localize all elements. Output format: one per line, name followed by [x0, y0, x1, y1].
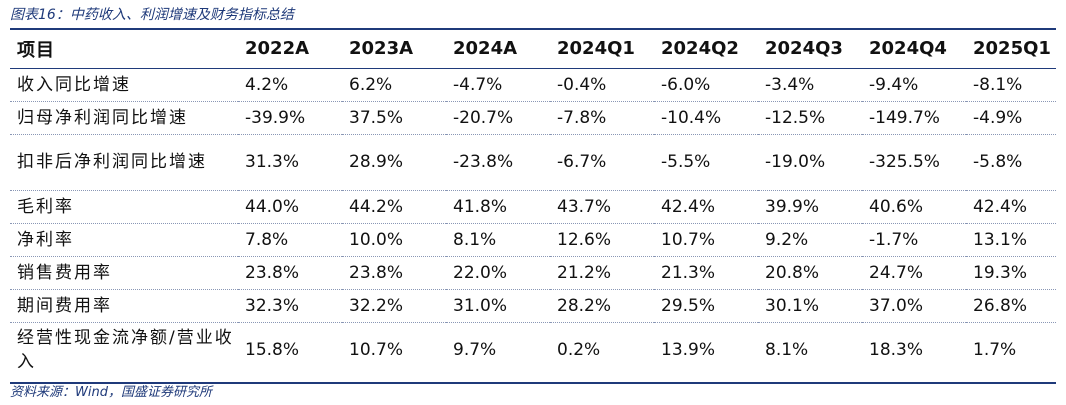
table-cell: -6.0% — [654, 68, 758, 102]
header-corner: 项目 — [10, 30, 238, 69]
source-note: 资料来源：Wind，国盛证券研究所 — [10, 385, 212, 400]
table-cell: 31.3% — [238, 134, 342, 191]
table-cell: 13.1% — [966, 223, 1056, 257]
table-cell: 31.0% — [446, 289, 550, 323]
table-cell: -149.7% — [862, 101, 966, 135]
table-cell: -8.1% — [966, 68, 1056, 102]
table-cell: 6.2% — [342, 68, 446, 102]
table-row: 经营性现金流净额/营业收入 15.8% 10.7% 9.7% 0.2% 13.9… — [10, 322, 1056, 378]
table-cell: 22.0% — [446, 256, 550, 290]
column-header: 2024Q3 — [758, 30, 862, 69]
table-cell: 43.7% — [550, 190, 654, 224]
table-row: 销售费用率 23.8% 23.8% 22.0% 21.2% 21.3% 20.8… — [10, 256, 1056, 290]
table-cell: -6.7% — [550, 134, 654, 191]
table-cell: 9.2% — [758, 223, 862, 257]
figure-title: 图表16：中药收入、利润增速及财务指标总结 — [10, 7, 294, 23]
table-cell: 10.7% — [654, 223, 758, 257]
row-label: 销售费用率 — [10, 256, 238, 290]
table-cell: 13.9% — [661, 340, 716, 361]
top-rule — [10, 28, 1056, 30]
column-header: 2024Q2 — [654, 30, 758, 69]
table-cell: 29.5% — [654, 289, 758, 323]
table-cell: 28.9% — [342, 134, 446, 191]
table-cell: 41.8% — [446, 190, 550, 224]
table-cell: 1.7% — [973, 340, 1017, 361]
column-header: 2022A — [238, 30, 342, 69]
table-cell: 40.6% — [862, 190, 966, 224]
table-cell: 44.0% — [238, 190, 342, 224]
table-row: 净利率 7.8% 10.0% 8.1% 12.6% 10.7% 9.2% -1.… — [10, 223, 1056, 257]
table-cell: 10.0% — [342, 223, 446, 257]
column-header: 2024Q1 — [550, 30, 654, 69]
row-label: 收入同比增速 — [10, 68, 238, 102]
table-cell: -39.9% — [238, 101, 342, 135]
table-row: 收入同比增速 4.2% 6.2% -4.7% -0.4% -6.0% -3.4%… — [10, 68, 1056, 102]
table-cell: 37.0% — [862, 289, 966, 323]
table-cell: -9.4% — [862, 68, 966, 102]
table-cell: 23.8% — [238, 256, 342, 290]
table-cell: -7.8% — [550, 101, 654, 135]
table-cell: -3.4% — [758, 68, 862, 102]
bottom-rule — [10, 382, 1056, 384]
table-row: 扣非后净利润同比增速 31.3% 28.9% -23.8% -6.7% -5.5… — [10, 134, 1056, 191]
table-cell: -4.9% — [966, 101, 1056, 135]
column-header: 2023A — [342, 30, 446, 69]
table-cell: 15.8% — [245, 340, 300, 361]
table-cell: 44.2% — [342, 190, 446, 224]
table-cell: -19.0% — [758, 134, 862, 191]
table-cell: 37.5% — [342, 101, 446, 135]
table-row: 期间费用率 32.3% 32.2% 31.0% 28.2% 29.5% 30.1… — [10, 289, 1056, 323]
header-row: 项目 2022A 2023A 2024A 2024Q1 2024Q2 2024Q… — [10, 30, 1056, 69]
table-cell: -20.7% — [446, 101, 550, 135]
table-cell: 32.3% — [238, 289, 342, 323]
table-cell: 28.2% — [550, 289, 654, 323]
column-header: 2025Q1 — [966, 30, 1056, 69]
column-header: 2024A — [446, 30, 550, 69]
table-cell: 42.4% — [654, 190, 758, 224]
row-label: 毛利率 — [10, 190, 238, 224]
row-label: 归母净利润同比增速 — [10, 101, 238, 135]
table-cell: 19.3% — [966, 256, 1056, 290]
table-cell: 18.3% — [869, 340, 924, 361]
table-cell: 12.6% — [550, 223, 654, 257]
row-label: 净利率 — [10, 223, 238, 257]
table-cell: -5.5% — [654, 134, 758, 191]
row-label: 扣非后净利润同比增速 — [10, 134, 238, 191]
table-cell: 10.7% — [349, 340, 404, 361]
table-cell: 8.1% — [446, 223, 550, 257]
table-cell: 21.3% — [654, 256, 758, 290]
table-cell: 8.1% — [765, 340, 809, 361]
table-row: 毛利率 44.0% 44.2% 41.8% 43.7% 42.4% 39.9% … — [10, 190, 1056, 224]
table-cell: -325.5% — [862, 134, 966, 191]
financial-summary-table: 项目 2022A 2023A 2024A 2024Q1 2024Q2 2024Q… — [10, 30, 1056, 378]
table-cell: -5.8% — [966, 134, 1056, 191]
table-cell: 9.7% — [453, 340, 497, 361]
table-cell: 4.2% — [238, 68, 342, 102]
table-cell: -1.7% — [862, 223, 966, 257]
table-cell: 24.7% — [862, 256, 966, 290]
table-cell: 26.8% — [966, 289, 1056, 323]
table-row: 归母净利润同比增速 -39.9% 37.5% -20.7% -7.8% -10.… — [10, 101, 1056, 135]
table-cell: 21.2% — [550, 256, 654, 290]
table-cell: 42.4% — [966, 190, 1056, 224]
table-cell: -23.8% — [446, 134, 550, 191]
row-label: 经营性现金流净额/营业收入 — [17, 328, 234, 373]
table-cell: 32.2% — [342, 289, 446, 323]
table-cell: 0.2% — [557, 340, 601, 361]
table-cell: -0.4% — [550, 68, 654, 102]
table-cell: -4.7% — [446, 68, 550, 102]
table-cell: 39.9% — [758, 190, 862, 224]
table-cell: 23.8% — [342, 256, 446, 290]
row-label: 期间费用率 — [10, 289, 238, 323]
table-cell: 7.8% — [238, 223, 342, 257]
column-header: 2024Q4 — [862, 30, 966, 69]
table-cell: 30.1% — [758, 289, 862, 323]
table-cell: -12.5% — [758, 101, 862, 135]
table-cell: -10.4% — [654, 101, 758, 135]
table-cell: 20.8% — [758, 256, 862, 290]
